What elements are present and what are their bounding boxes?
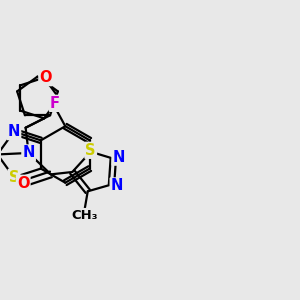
Text: N: N [112,150,125,165]
Text: S: S [85,143,96,158]
Text: N: N [111,178,123,194]
Text: O: O [17,176,29,191]
Text: F: F [50,96,60,111]
Text: O: O [39,70,52,85]
Text: S: S [9,170,19,185]
Text: N: N [22,146,35,160]
Text: N: N [8,124,20,139]
Text: CH₃: CH₃ [71,208,98,222]
